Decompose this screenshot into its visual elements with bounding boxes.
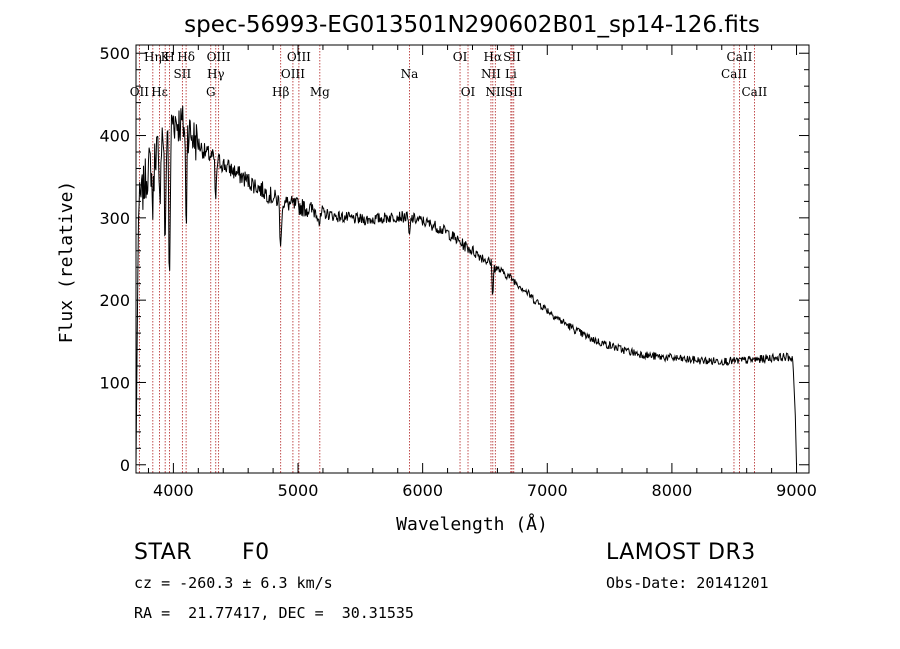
flux-series-line [135,105,797,465]
emission-line-label: OI [453,50,468,64]
emission-line-label: Hη [144,50,162,64]
emission-line-label: OIII [287,50,311,64]
plot-frame [135,44,810,474]
x-axis: 4000 5000 6000 7000 8000 9000 [147,45,817,500]
emission-line-label: Mg [310,85,330,99]
emission-line-label: Li [505,67,517,81]
x-axis-label: Wavelength (Å) [396,513,548,535]
emission-line-label: Hγ [207,67,225,81]
x-tick-label: 7000 [527,481,568,500]
emission-line-label: NII [485,85,505,99]
emission-line-label: Hδ [177,50,195,64]
obs-date: Obs-Date: 20141201 [606,574,769,592]
emission-line-label: G [206,85,216,99]
y-tick-label: 0 [120,456,130,475]
emission-line-label: OI [461,85,476,99]
y-axis: 0 100 200 300 400 500 [99,44,809,475]
redshift-cz: cz = -260.3 ± 6.3 km/s [134,574,333,592]
x-tick-label: 6000 [402,481,443,500]
y-axis-label: Flux (relative) [56,181,77,344]
emission-line-label: Na [401,67,419,81]
y-tick-label: 500 [99,44,130,63]
coordinates: RA = 21.77417, DEC = 30.31535 [134,604,414,622]
emission-line-label: H [164,50,174,64]
object-subclass: F0 [242,540,270,565]
y-tick-label: 400 [99,127,130,146]
y-tick-label: 200 [99,291,130,310]
chart-title: spec-56993-EG013501N290602B01_sp14-126.f… [184,12,760,38]
emission-line-label: Hβ [272,85,289,99]
emission-line-label: Hε [151,85,168,99]
x-tick-label: 9000 [776,481,817,500]
object-class: STAR [134,540,193,565]
emission-line-label: SII [503,50,521,64]
y-tick-label: 300 [99,209,130,228]
emission-line-label: NII [481,67,501,81]
emission-line-label: OIII [207,50,231,64]
emission-line-markers: OIIHηHεKHSIIHδGHγOIIIHβOIIIOIIIMgNaOIOIN… [130,45,768,473]
emission-line-label: CaII [727,50,753,64]
emission-line-label: CaII [721,67,747,81]
emission-line-label: K [161,50,171,64]
x-tick-label: 8000 [652,481,693,500]
emission-line-label: CaII [741,85,767,99]
emission-line-label: SII [505,85,523,99]
x-tick-label: 5000 [278,481,319,500]
emission-line-label: Hα [484,50,503,64]
emission-line-label: OIII [281,67,305,81]
emission-line-label: SII [174,67,192,81]
y-tick-label: 100 [99,373,130,392]
emission-line-label: OII [130,85,150,99]
x-tick-label: 4000 [153,481,194,500]
survey-name: LAMOST DR3 [606,540,756,565]
